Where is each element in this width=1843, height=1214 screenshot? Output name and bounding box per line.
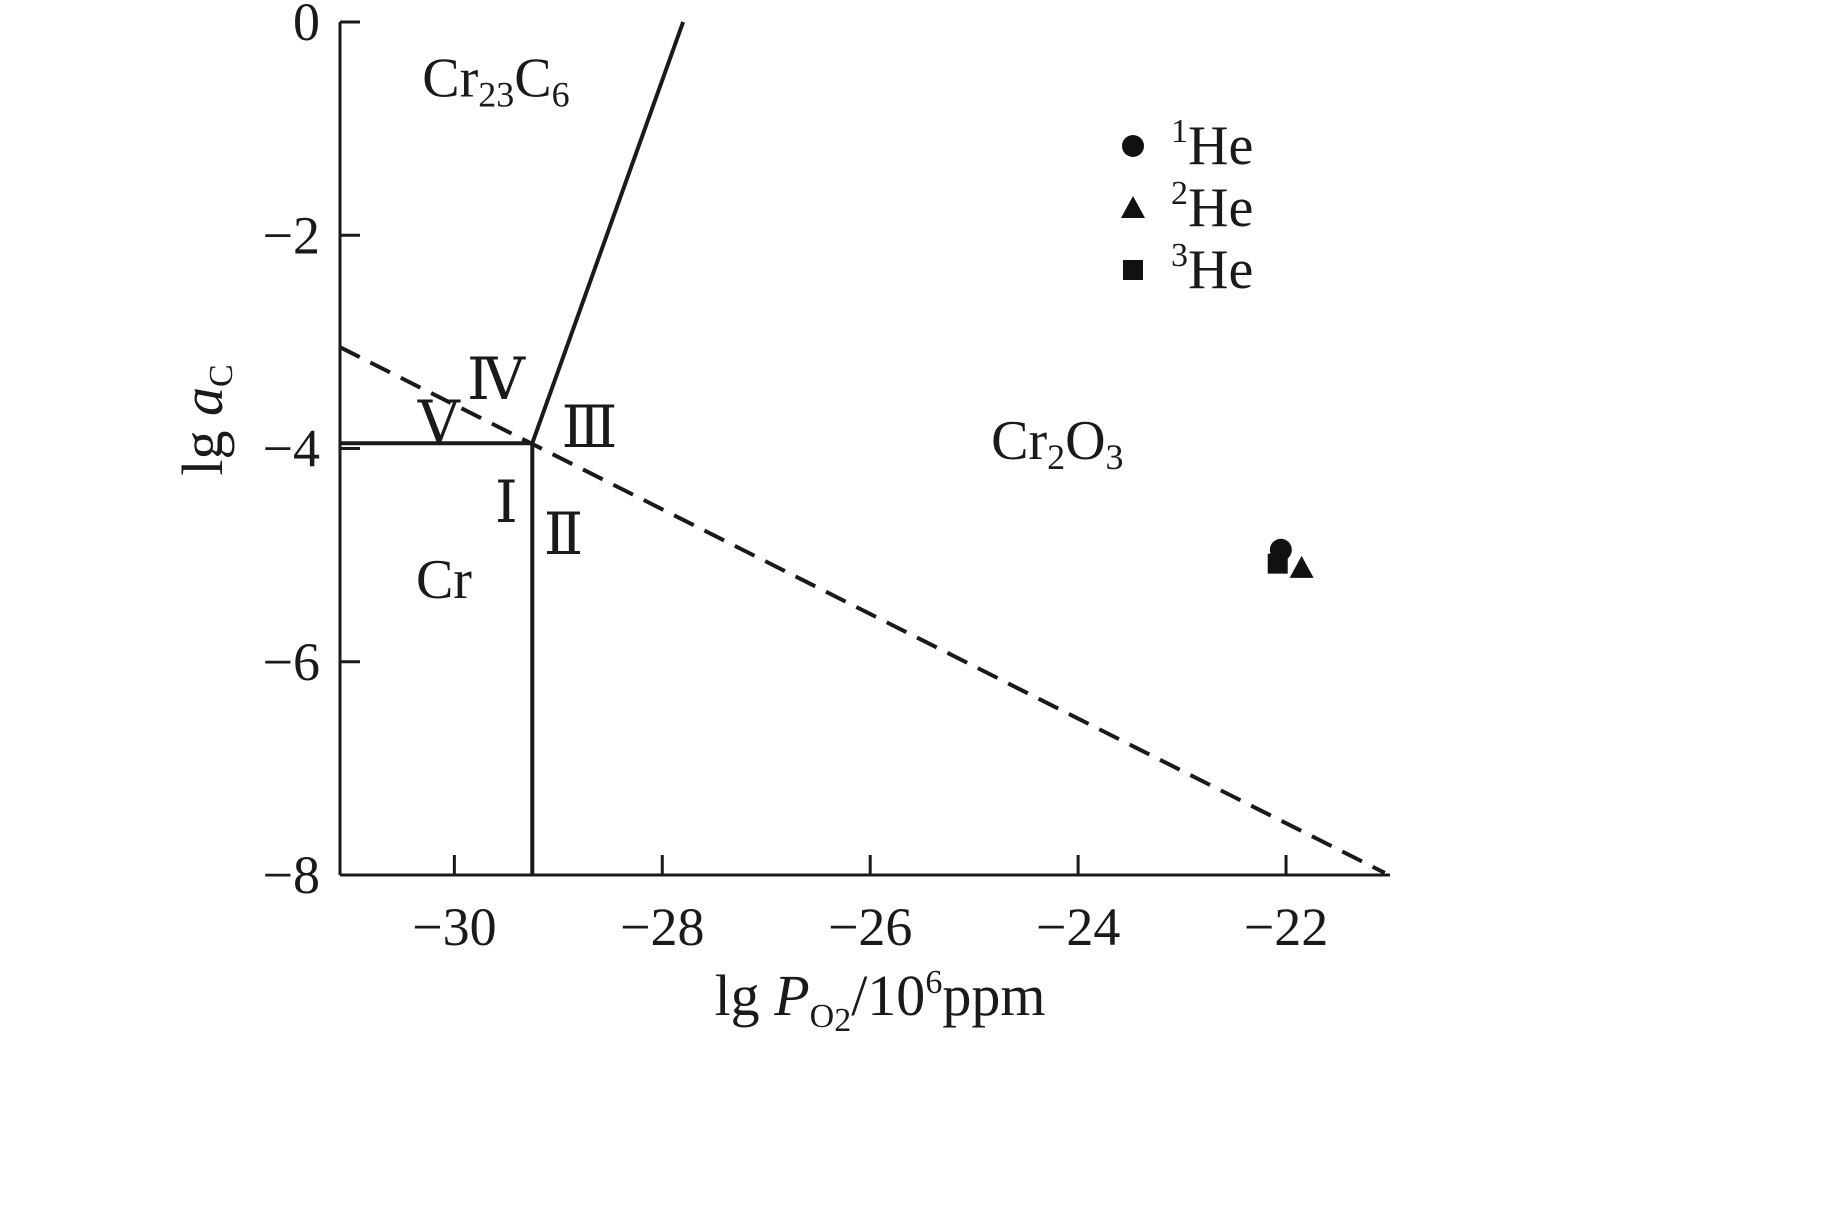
phase-boundary-line: [530, 21, 685, 444]
legend-entry-superscript: 2: [1171, 175, 1188, 212]
region-label: Cr: [416, 549, 472, 611]
region-label-text: Cr: [416, 549, 472, 611]
x-tick-label: −26: [828, 897, 912, 957]
y-axis-title-sub: C: [203, 364, 240, 387]
roman-numeral-label: Ⅰ: [495, 470, 518, 535]
region-label-text: Cr: [422, 48, 478, 110]
x-tick-label: −22: [1244, 897, 1328, 957]
legend-triangle-marker: [1121, 196, 1145, 218]
legend-square-marker: [1123, 260, 1143, 280]
region-label: Cr23C6: [422, 48, 569, 115]
region-label-text: C: [514, 48, 551, 110]
roman-numeral-label: Ⅲ: [562, 395, 618, 460]
x-tick-label: −30: [412, 897, 496, 957]
region-label-subscript: 23: [478, 75, 514, 115]
y-tick-label: −8: [263, 845, 320, 905]
y-tick-label: −6: [263, 632, 320, 692]
y-axis-title-prefix: lg: [170, 416, 235, 476]
y-tick-label: −2: [263, 205, 320, 265]
phase-boundaries: [339, 21, 1386, 875]
x-axis-title-prefix: lg: [715, 963, 775, 1028]
legend-entry-superscript: 1: [1171, 113, 1188, 150]
x-axis-title: lg PO2/106ppm: [715, 963, 1046, 1039]
x-axis-title-var: P: [773, 963, 809, 1028]
x-axis-title-sub2: 2: [834, 1002, 851, 1039]
legend-entry-label: 3He: [1171, 237, 1253, 301]
region-label-subscript: 3: [1106, 437, 1124, 477]
legend-circle-marker: [1122, 135, 1144, 157]
x-tick-label: −24: [1036, 897, 1120, 957]
region-label-text: O: [1065, 410, 1105, 472]
legend-entry-name: He: [1188, 115, 1253, 177]
legend-entry-name: He: [1188, 239, 1253, 301]
legend-entry-superscript: 3: [1171, 237, 1188, 274]
x-axis-title-sub: O: [810, 998, 835, 1035]
legend-entry-label: 2He: [1171, 175, 1253, 239]
x-tick-label: −28: [620, 897, 704, 957]
y-axis-title-var: a: [170, 387, 235, 416]
region-label: Cr2O3: [991, 410, 1123, 477]
y-axis-title: lg aC: [170, 364, 240, 475]
x-axis-title-suffix: ppm: [942, 963, 1045, 1028]
axis-ticks: 0 −2 −4 −6 −8 −30 −28 −26 −24 −22: [263, 0, 1329, 957]
region-label-subscript: 2: [1047, 437, 1065, 477]
region-label-text: Cr: [991, 410, 1047, 472]
roman-numeral-label: Ⅱ: [544, 502, 583, 567]
triangle-data-point: [1289, 555, 1314, 578]
y-tick-label: 0: [293, 0, 320, 52]
y-tick-label: −4: [263, 419, 320, 479]
legend-entry-name: He: [1188, 177, 1253, 239]
x-axis-title-sup: 6: [925, 964, 942, 1001]
dashed-boundary-line: [339, 345, 1386, 875]
legend-entry-label: 1He: [1171, 113, 1253, 177]
data-points: [1267, 538, 1314, 578]
roman-numeral-label: Ⅴ: [417, 390, 461, 455]
region-label-subscript: 6: [552, 75, 570, 115]
roman-numeral-label: Ⅳ: [467, 347, 526, 412]
square-data-point: [1267, 553, 1288, 574]
x-axis-title-mid: /10: [851, 963, 925, 1028]
